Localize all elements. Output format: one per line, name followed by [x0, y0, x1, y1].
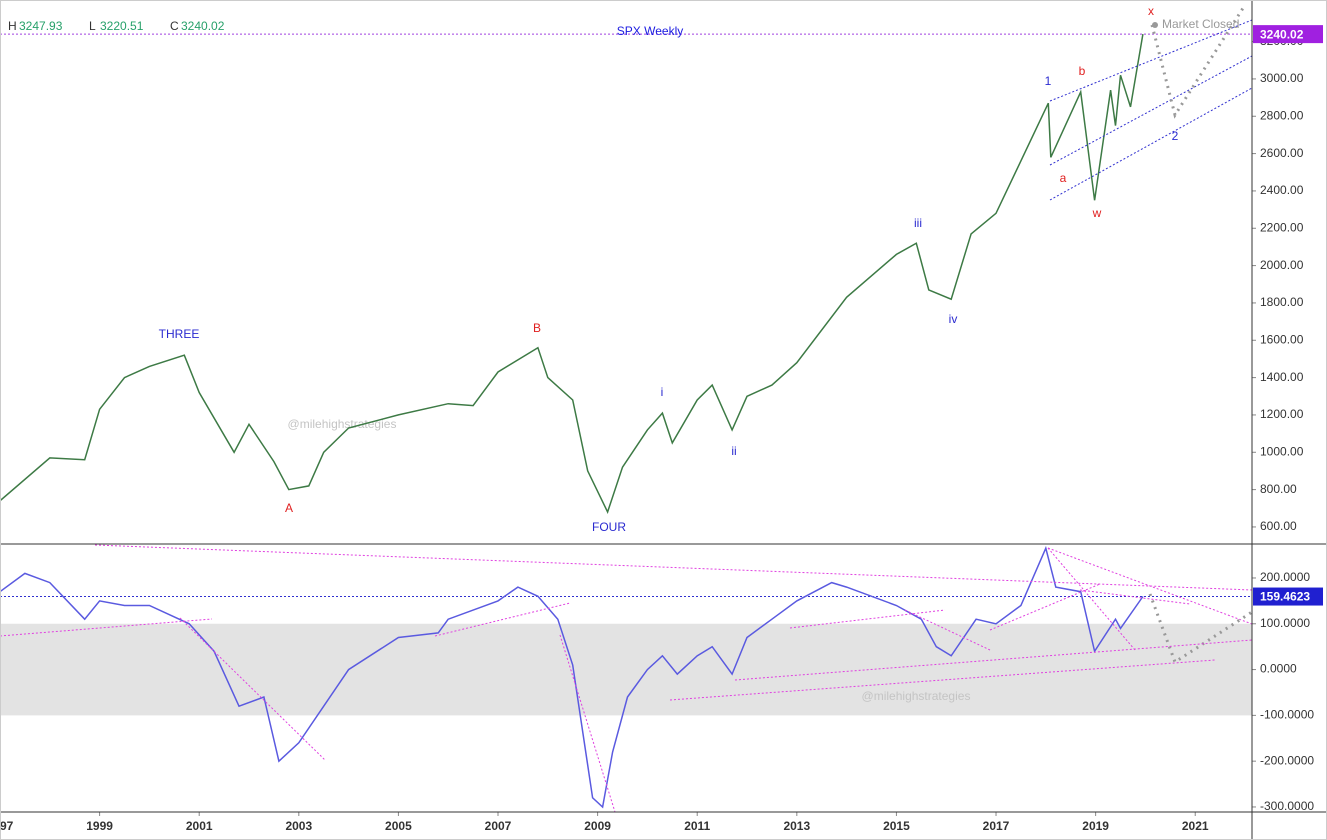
x-tick-label: 2019 — [1082, 819, 1109, 833]
wave-label: b — [1079, 64, 1086, 78]
x-tick-label: 2017 — [983, 819, 1010, 833]
x-tick-label: 2005 — [385, 819, 412, 833]
y-tick-label: 600.00 — [1260, 519, 1297, 533]
channel-line — [1049, 87, 1253, 201]
wave-label: B — [533, 321, 541, 335]
y-tick-label: -300.0000 — [1260, 799, 1314, 813]
y-tick-label: 1200.00 — [1260, 407, 1304, 421]
forecast-path — [1148, 593, 1253, 665]
trend-line — [1047, 547, 1253, 625]
drawings — [0, 4, 1253, 813]
last-value-badge — [1253, 25, 1323, 44]
y-tick-label: 100.0000 — [1260, 616, 1310, 630]
wave-label: iv — [949, 312, 958, 326]
trend-line — [94, 544, 1253, 591]
x-tick-label: 1999 — [86, 819, 113, 833]
x-tick-label: 1997 — [0, 819, 14, 833]
x-tick-label: 2015 — [883, 819, 910, 833]
wave-label: iii — [914, 216, 922, 230]
trend-line — [434, 602, 571, 637]
wave-label: 2 — [1172, 129, 1179, 143]
y-tick-label: 1600.00 — [1260, 332, 1304, 346]
y-tick-label: 3000.00 — [1260, 71, 1304, 85]
y-tick-label: 200.0000 — [1260, 570, 1310, 584]
y-tick-label: 2800.00 — [1260, 108, 1304, 122]
watermark: @milehighstrategies — [288, 417, 397, 431]
y-tick-label: 0.0000 — [1260, 662, 1297, 676]
y-tick-label: 1800.00 — [1260, 295, 1304, 309]
y-tick-label: 2600.00 — [1260, 146, 1304, 160]
y-tick-label: 800.00 — [1260, 482, 1297, 496]
last-value-label: 159.4623 — [1260, 590, 1310, 604]
ohlc-key: H — [8, 19, 17, 33]
ohlc-key: C — [170, 19, 179, 33]
trend-line — [734, 639, 1253, 681]
wave-label: FOUR — [592, 520, 626, 534]
wave-label: i — [661, 385, 664, 399]
last-value-badge — [1253, 587, 1323, 606]
wave-label: THREE — [159, 327, 200, 341]
ohlc-key: L — [89, 19, 96, 33]
chart-title: SPX Weekly — [617, 24, 683, 38]
y-tick-label: -100.0000 — [1260, 708, 1314, 722]
y-tick-label: 2200.00 — [1260, 220, 1304, 234]
series-line — [0, 545, 1144, 809]
x-tick-label: 2007 — [485, 819, 512, 833]
wave-label: 1 — [1045, 74, 1052, 88]
trend-line — [559, 634, 616, 813]
y-tick-label: 1400.00 — [1260, 370, 1304, 384]
watermark: @milehighstrategies — [862, 689, 971, 703]
wave-label: w — [1092, 206, 1102, 220]
y-tick-label: 2000.00 — [1260, 258, 1304, 272]
series-line — [0, 33, 1144, 514]
trend-line — [179, 617, 326, 761]
wave-label: ii — [731, 444, 736, 458]
wave-label: x — [1148, 4, 1154, 18]
x-tick-label: 2001 — [186, 819, 213, 833]
x-tick-label: 2003 — [285, 819, 312, 833]
channel-line — [1049, 19, 1253, 102]
wave-label: a — [1060, 171, 1067, 185]
market-status: Market Closed — [1162, 17, 1239, 31]
x-tick-label: 2013 — [783, 819, 810, 833]
x-tick-label: 2011 — [684, 819, 710, 833]
wave-label: A — [285, 501, 293, 515]
ohlc-value: 3240.02 — [181, 19, 225, 33]
x-tick-label: 2009 — [584, 819, 611, 833]
y-tick-label: -200.0000 — [1260, 753, 1314, 767]
y-tick-label: 2400.00 — [1260, 183, 1304, 197]
trend-line — [1079, 589, 1191, 605]
trend-line — [669, 659, 1216, 701]
x-tick-label: 2021 — [1182, 819, 1209, 833]
last-value-label: 3240.02 — [1260, 27, 1304, 41]
y-tick-label: 1000.00 — [1260, 444, 1304, 458]
trend-line — [0, 618, 213, 637]
forecast-path — [1150, 4, 1247, 119]
ohlc-value: 3220.51 — [100, 19, 144, 33]
ohlc-value: 3247.93 — [19, 19, 63, 33]
